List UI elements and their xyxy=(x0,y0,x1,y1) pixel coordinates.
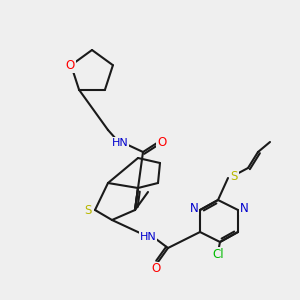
Text: HN: HN xyxy=(140,232,156,242)
Text: O: O xyxy=(152,262,160,275)
Text: Cl: Cl xyxy=(212,248,224,260)
Text: O: O xyxy=(65,59,75,72)
Text: S: S xyxy=(84,205,92,218)
Text: O: O xyxy=(158,136,166,148)
Text: S: S xyxy=(230,170,238,184)
Text: N: N xyxy=(240,202,248,214)
Text: N: N xyxy=(190,202,198,214)
Text: HN: HN xyxy=(112,138,128,148)
